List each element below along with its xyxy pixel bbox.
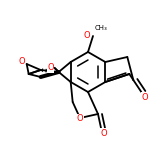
Text: CH₃: CH₃ bbox=[95, 25, 107, 31]
Text: O: O bbox=[101, 129, 107, 138]
Text: O: O bbox=[141, 93, 148, 102]
Text: O: O bbox=[18, 57, 25, 66]
Text: O: O bbox=[77, 114, 83, 123]
Text: O: O bbox=[83, 32, 90, 40]
Text: O: O bbox=[47, 63, 54, 72]
